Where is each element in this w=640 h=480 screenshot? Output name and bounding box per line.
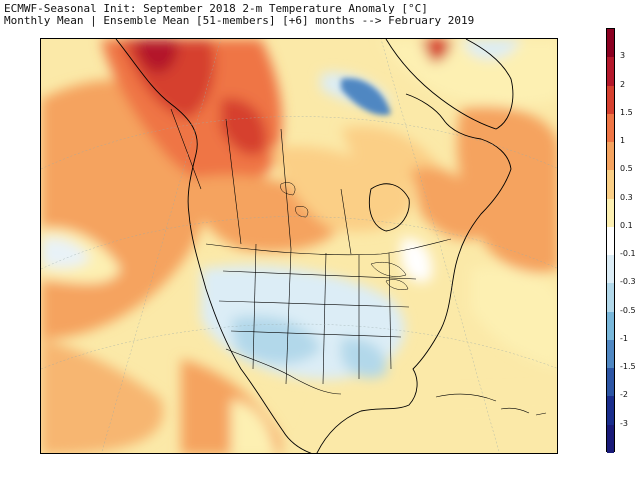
colorbar-segment — [607, 113, 614, 143]
colorbar-segment — [607, 311, 614, 341]
colorbar-segment — [607, 368, 614, 397]
colorbar-segment — [607, 170, 614, 200]
colorbar-segment — [607, 283, 614, 313]
colorbar-segment — [607, 85, 614, 115]
colorbar-segment — [607, 198, 614, 228]
colorbar-segment — [607, 339, 614, 369]
colorbar-segment — [607, 396, 614, 426]
map-subtitle: Monthly Mean | Ensemble Mean [51-members… — [4, 14, 475, 27]
colorbar-tick-label: 0.1 — [620, 220, 633, 230]
colorbar-tick-label: 1 — [620, 136, 626, 146]
colorbar-tick-label: -2 — [620, 390, 628, 400]
coastlines — [115, 39, 514, 453]
temperature-anomaly-map — [40, 38, 558, 454]
colorbar-segment — [607, 255, 614, 284]
colorbar-tick-label: 3 — [620, 51, 626, 61]
graticule — [41, 39, 557, 453]
map-title: ECMWF-Seasonal Init: September 2018 2-m … — [4, 2, 428, 15]
colorbar-tick-label: -1 — [620, 333, 628, 343]
lakes — [280, 182, 409, 290]
colorbar-tick-label: 2 — [620, 79, 626, 89]
colorbar-tick-label: -0.1 — [620, 249, 636, 259]
colorbar-tick-label: 0.5 — [620, 164, 633, 174]
colorbar-segment — [607, 142, 614, 171]
map-svg — [41, 39, 557, 453]
colorbar-segment — [607, 226, 614, 256]
colorbar-tick-label: 0.3 — [620, 192, 633, 202]
colorbar-tick-label: 1.5 — [620, 107, 633, 117]
cold-anomaly-baffin — [341, 78, 391, 116]
colorbar-segment — [607, 29, 614, 58]
colorbar-tick-label: -3 — [620, 418, 628, 428]
colorbar-tick-label: -0.5 — [620, 305, 636, 315]
colorbar-segment — [607, 57, 614, 87]
anomaly-field — [41, 39, 557, 453]
colorbar-tick-label: -1.5 — [620, 362, 636, 372]
colorbar-segment — [607, 424, 614, 454]
country-state-boundaries — [170, 108, 452, 395]
colorbar-tick-label: -0.3 — [620, 277, 636, 287]
caribbean-islands — [435, 393, 547, 416]
colorbar — [606, 28, 615, 454]
